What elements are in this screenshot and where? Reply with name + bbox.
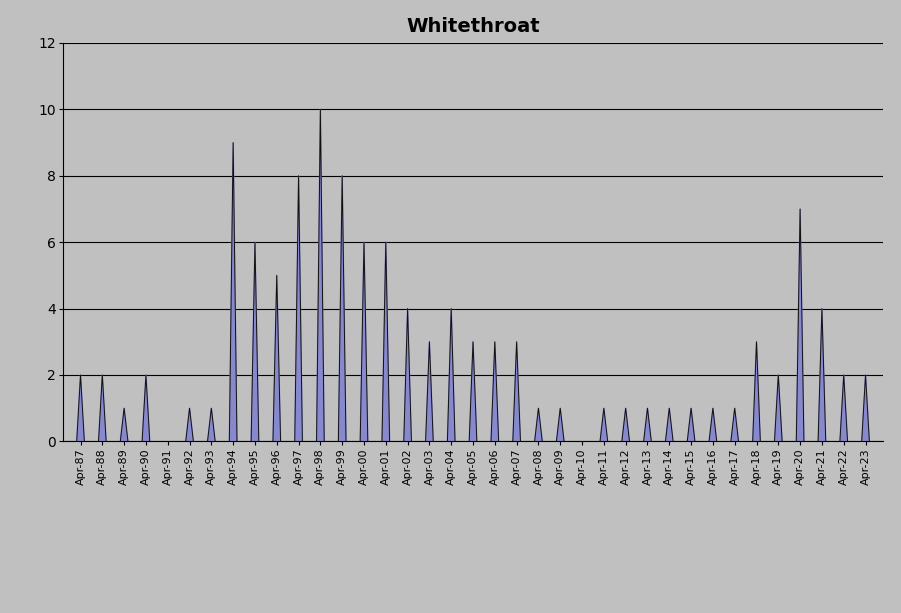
Polygon shape xyxy=(207,408,215,441)
Polygon shape xyxy=(731,408,739,441)
Polygon shape xyxy=(360,242,368,441)
Polygon shape xyxy=(622,408,630,441)
Polygon shape xyxy=(251,242,259,441)
Polygon shape xyxy=(709,408,716,441)
Polygon shape xyxy=(752,342,760,441)
Polygon shape xyxy=(339,176,346,441)
Polygon shape xyxy=(295,176,303,441)
Polygon shape xyxy=(121,408,128,441)
Polygon shape xyxy=(687,408,695,441)
Polygon shape xyxy=(273,275,280,441)
Polygon shape xyxy=(186,408,194,441)
Polygon shape xyxy=(775,375,782,441)
Polygon shape xyxy=(557,408,564,441)
Polygon shape xyxy=(98,375,106,441)
Polygon shape xyxy=(491,342,498,441)
Polygon shape xyxy=(513,342,521,441)
Polygon shape xyxy=(316,109,324,441)
Polygon shape xyxy=(469,342,477,441)
Polygon shape xyxy=(77,375,85,441)
Polygon shape xyxy=(796,209,804,441)
Polygon shape xyxy=(142,375,150,441)
Polygon shape xyxy=(600,408,607,441)
Polygon shape xyxy=(382,242,389,441)
Polygon shape xyxy=(425,342,433,441)
Polygon shape xyxy=(404,308,412,441)
Polygon shape xyxy=(861,375,869,441)
Polygon shape xyxy=(666,408,673,441)
Polygon shape xyxy=(448,308,455,441)
Polygon shape xyxy=(818,308,825,441)
Polygon shape xyxy=(230,143,237,441)
Polygon shape xyxy=(534,408,542,441)
Polygon shape xyxy=(840,375,848,441)
Title: Whitethroat: Whitethroat xyxy=(406,17,540,36)
Polygon shape xyxy=(643,408,651,441)
